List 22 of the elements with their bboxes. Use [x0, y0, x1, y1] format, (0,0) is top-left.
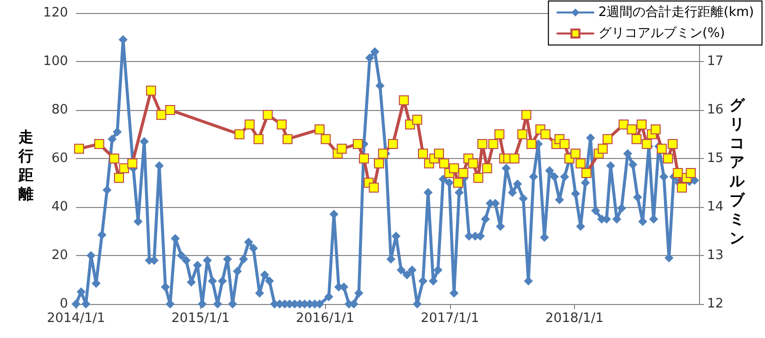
y2-tick-label: 12 — [707, 296, 724, 312]
legend-label: 2週間の合計走行距離(km) — [598, 5, 754, 20]
x-tick-label: 2017/1/1 — [420, 311, 480, 326]
y2-tick-label: 16 — [707, 102, 724, 118]
y-tick-label: 120 — [43, 6, 68, 20]
y2-tick-label: 14 — [707, 200, 724, 214]
y-tick-label: 100 — [43, 54, 68, 69]
y-tick-label: 40 — [51, 200, 68, 214]
y-tick-label: 60 — [51, 151, 68, 166]
legend-label: グリコアルブミン(%) — [598, 26, 725, 41]
x-tick-label: 2015/1/1 — [171, 311, 230, 326]
x-tick-label: 2018/1/1 — [545, 311, 604, 326]
y-axis-title: 走行距離 — [17, 128, 34, 204]
y2-tick-label: 17 — [707, 54, 724, 69]
x-tick-label: 2014/1/1 — [46, 311, 106, 326]
x-tick-label: 2016/1/1 — [296, 311, 354, 326]
y2-tick-label: 13 — [707, 248, 724, 263]
y-tick-label: 20 — [51, 248, 68, 263]
y-tick-label: 0 — [60, 296, 68, 312]
y-tick-label: 80 — [51, 102, 68, 118]
y2-axis-title: グリコアルブミン — [728, 96, 746, 248]
y2-tick-label: 15 — [707, 151, 724, 166]
